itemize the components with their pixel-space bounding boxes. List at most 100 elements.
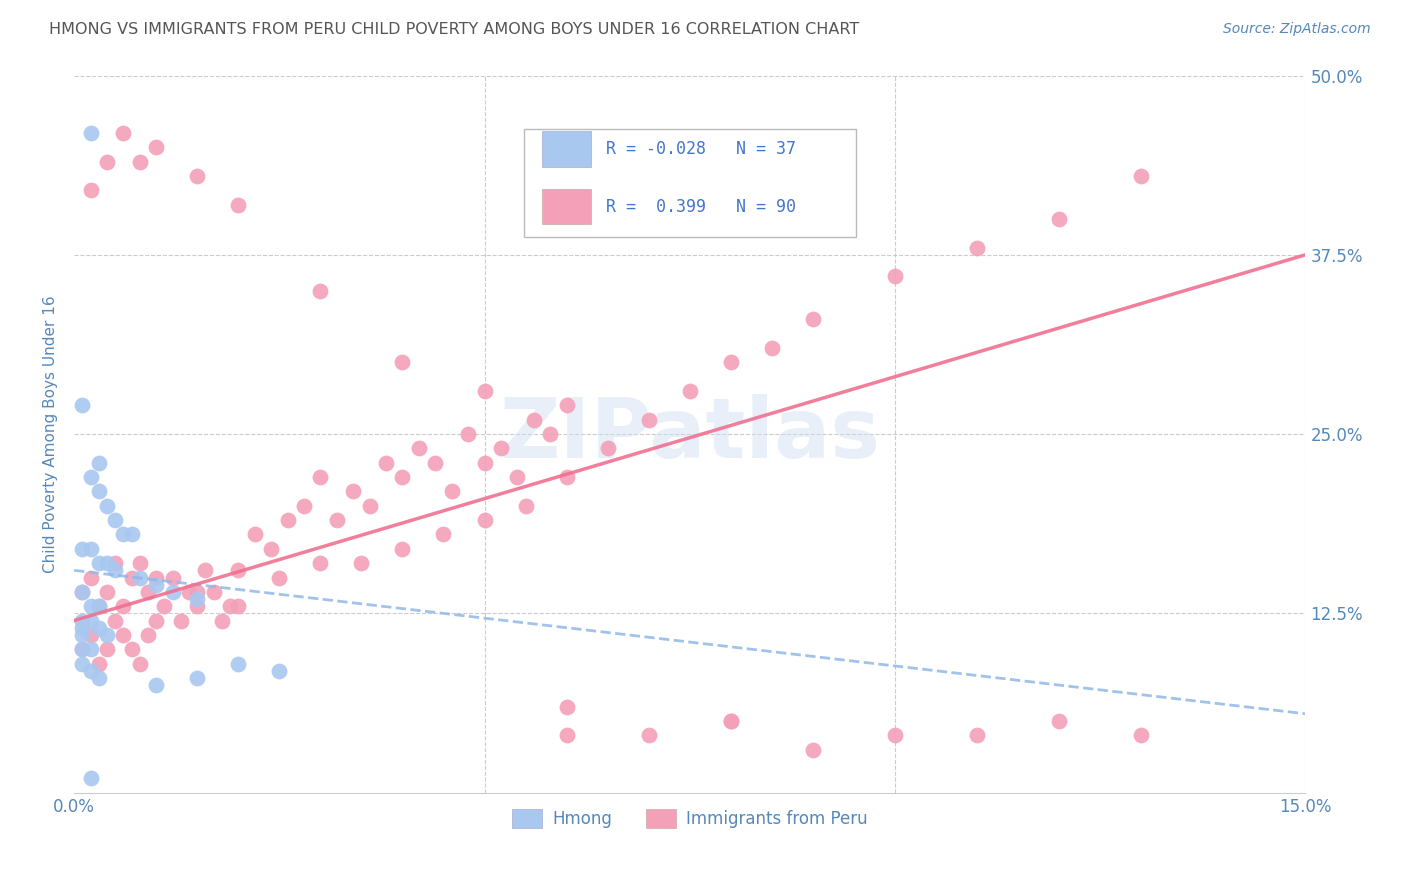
- Point: [162, 585, 184, 599]
- Point: [87, 484, 110, 499]
- Point: [226, 197, 249, 211]
- Point: [637, 413, 659, 427]
- Point: [72, 585, 94, 599]
- Point: [72, 621, 94, 635]
- Text: Source: ZipAtlas.com: Source: ZipAtlas.com: [1223, 22, 1371, 37]
- Text: R = -0.028   N = 37: R = -0.028 N = 37: [606, 140, 796, 159]
- Point: [128, 154, 150, 169]
- Point: [96, 499, 118, 513]
- Point: [1130, 728, 1153, 742]
- Text: R =  0.399   N = 90: R = 0.399 N = 90: [606, 198, 796, 216]
- Point: [136, 628, 159, 642]
- Point: [474, 456, 496, 470]
- Point: [79, 541, 101, 556]
- Point: [104, 513, 127, 527]
- Point: [72, 657, 94, 671]
- Point: [761, 341, 783, 355]
- Point: [153, 599, 176, 614]
- Point: [186, 671, 208, 685]
- Point: [72, 541, 94, 556]
- Point: [966, 241, 988, 255]
- Point: [121, 570, 143, 584]
- Point: [801, 312, 824, 326]
- Point: [121, 642, 143, 657]
- Point: [326, 513, 349, 527]
- Point: [79, 126, 101, 140]
- Point: [177, 585, 200, 599]
- Point: [79, 664, 101, 678]
- Point: [87, 657, 110, 671]
- Point: [145, 577, 167, 591]
- Point: [79, 570, 101, 584]
- Point: [79, 628, 101, 642]
- Point: [72, 642, 94, 657]
- Point: [186, 585, 208, 599]
- Point: [145, 570, 167, 584]
- Point: [375, 456, 398, 470]
- Point: [1047, 211, 1070, 226]
- Point: [884, 269, 907, 284]
- Point: [489, 442, 512, 456]
- Point: [720, 714, 742, 728]
- Point: [226, 563, 249, 577]
- Point: [170, 614, 193, 628]
- Point: [96, 556, 118, 570]
- Point: [79, 642, 101, 657]
- Point: [801, 742, 824, 756]
- Point: [202, 585, 225, 599]
- Point: [128, 657, 150, 671]
- Point: [186, 592, 208, 607]
- Point: [72, 585, 94, 599]
- Point: [79, 599, 101, 614]
- Point: [637, 728, 659, 742]
- Point: [432, 527, 454, 541]
- Point: [350, 556, 373, 570]
- Point: [79, 772, 101, 786]
- Point: [425, 456, 447, 470]
- Point: [104, 614, 127, 628]
- Point: [391, 355, 413, 369]
- Point: [79, 470, 101, 484]
- Point: [720, 714, 742, 728]
- Point: [136, 585, 159, 599]
- Point: [87, 556, 110, 570]
- Point: [391, 470, 413, 484]
- Text: ZIPatlas: ZIPatlas: [499, 393, 880, 475]
- Point: [145, 140, 167, 154]
- FancyBboxPatch shape: [541, 131, 592, 167]
- Point: [96, 585, 118, 599]
- Point: [720, 355, 742, 369]
- Point: [966, 728, 988, 742]
- Point: [219, 599, 242, 614]
- Point: [194, 563, 217, 577]
- Text: HMONG VS IMMIGRANTS FROM PERU CHILD POVERTY AMONG BOYS UNDER 16 CORRELATION CHAR: HMONG VS IMMIGRANTS FROM PERU CHILD POVE…: [49, 22, 859, 37]
- Point: [87, 456, 110, 470]
- Point: [112, 599, 135, 614]
- Point: [555, 728, 578, 742]
- Point: [269, 664, 291, 678]
- Point: [121, 527, 143, 541]
- Point: [162, 570, 184, 584]
- Point: [96, 642, 118, 657]
- FancyBboxPatch shape: [523, 129, 856, 237]
- Point: [515, 499, 537, 513]
- Point: [104, 563, 127, 577]
- Point: [186, 599, 208, 614]
- Point: [128, 556, 150, 570]
- Point: [72, 642, 94, 657]
- Point: [72, 398, 94, 412]
- Point: [391, 541, 413, 556]
- Point: [112, 527, 135, 541]
- Point: [292, 499, 315, 513]
- Point: [87, 671, 110, 685]
- Point: [79, 614, 101, 628]
- Point: [884, 728, 907, 742]
- Point: [457, 427, 479, 442]
- Point: [243, 527, 266, 541]
- Point: [186, 169, 208, 183]
- Point: [87, 599, 110, 614]
- Point: [226, 657, 249, 671]
- Point: [96, 628, 118, 642]
- Point: [474, 513, 496, 527]
- Point: [96, 154, 118, 169]
